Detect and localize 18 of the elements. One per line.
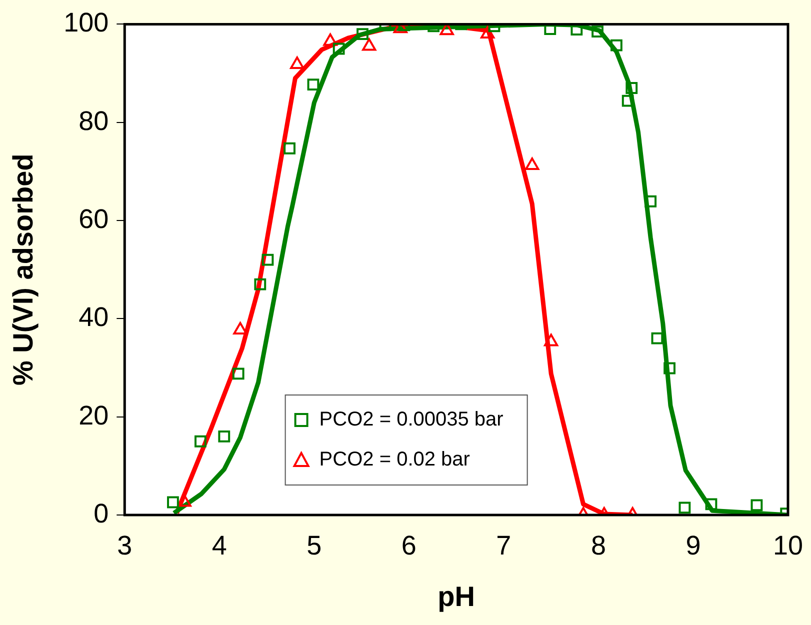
y-tick-label: 60 xyxy=(78,204,109,234)
x-tick-label: 6 xyxy=(401,530,416,561)
legend-label: PCO2 = 0.02 bar xyxy=(319,448,470,471)
y-tick-label: 0 xyxy=(94,498,109,528)
x-tick-label: 9 xyxy=(686,530,701,561)
x-tick-label: 5 xyxy=(306,530,322,561)
x-tick-label: 7 xyxy=(496,530,512,561)
x-tick-label: 10 xyxy=(772,530,804,561)
y-tick-label: 80 xyxy=(78,106,109,136)
legend-label: PCO2 = 0.00035 bar xyxy=(319,408,504,431)
x-axis-title: pH xyxy=(438,580,475,612)
y-tick-label: 100 xyxy=(64,8,109,38)
x-tick-label: 3 xyxy=(117,530,132,561)
y-tick-label: 20 xyxy=(78,400,109,430)
y-axis-title: % U(VI) adsorbed xyxy=(8,154,39,386)
y-tick-label: 40 xyxy=(78,302,109,332)
x-tick-label: 4 xyxy=(212,530,227,561)
x-tick-label: 8 xyxy=(590,530,606,561)
